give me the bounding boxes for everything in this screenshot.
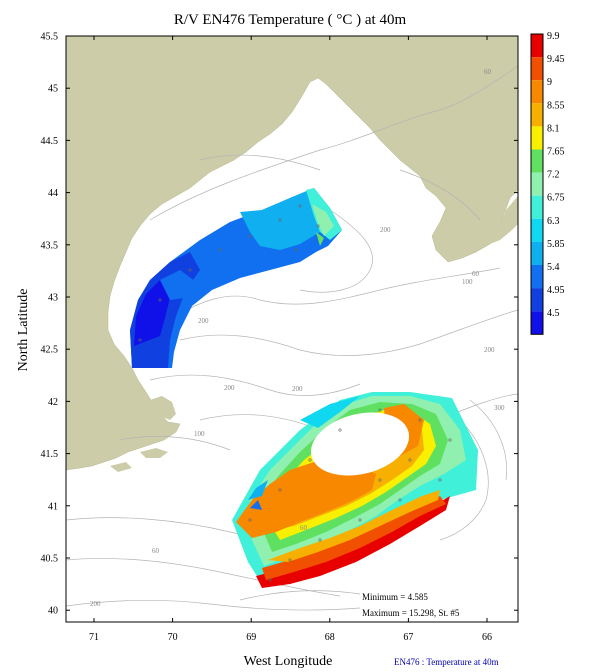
y-tick-label: 45.5 bbox=[41, 32, 59, 43]
y-tick-label: 43.5 bbox=[41, 240, 59, 251]
svg-text:60: 60 bbox=[472, 270, 480, 278]
y-tick-label: 44.5 bbox=[41, 136, 59, 147]
y-tick-label: 40.5 bbox=[41, 554, 59, 565]
colorbar-frame bbox=[530, 33, 544, 335]
x-axis-title: West Longitude bbox=[244, 654, 333, 669]
land-nova-scotia bbox=[490, 196, 518, 244]
colorbar-label: 9.45 bbox=[547, 54, 565, 65]
colorbar-swatch bbox=[531, 80, 543, 104]
y-tick-label: 42.5 bbox=[41, 345, 59, 356]
colorbar-swatch bbox=[531, 149, 543, 173]
colorbar-swatch bbox=[531, 57, 543, 81]
station-markers bbox=[138, 204, 452, 582]
land-mainland bbox=[66, 36, 518, 471]
colorbar-swatch bbox=[531, 126, 543, 150]
svg-text:100: 100 bbox=[194, 430, 205, 438]
plot-frame bbox=[65, 35, 519, 623]
x-tick-label: 66 bbox=[482, 632, 492, 643]
stats-maximum: Maximum = 15.298, St. #5 bbox=[362, 608, 460, 618]
svg-text:200: 200 bbox=[198, 317, 209, 325]
colorbar-label: 8.1 bbox=[547, 123, 560, 134]
svg-text:200: 200 bbox=[224, 384, 235, 392]
svg-text:200: 200 bbox=[292, 385, 303, 393]
svg-text:200: 200 bbox=[90, 600, 101, 608]
gulf-of-maine-field bbox=[130, 188, 342, 368]
colorbar-swatch bbox=[531, 288, 543, 312]
svg-text:100: 100 bbox=[462, 278, 473, 286]
colorbar-swatch bbox=[531, 195, 543, 219]
colorbar-label: 7.2 bbox=[547, 170, 560, 181]
colorbar-swatch bbox=[531, 265, 543, 289]
svg-text:60: 60 bbox=[152, 547, 160, 555]
colorbar-swatch bbox=[531, 311, 543, 335]
colorbar-swatch bbox=[531, 241, 543, 265]
y-axis-title: North Latitude bbox=[16, 289, 31, 372]
colorbar-label: 7.65 bbox=[547, 147, 565, 158]
credit-text: EN476 : Temperature at 40m bbox=[394, 657, 499, 667]
colorbar-swatch bbox=[531, 103, 543, 127]
svg-text:300: 300 bbox=[494, 404, 505, 412]
y-tick-label: 41 bbox=[48, 501, 58, 512]
colorbar-swatch bbox=[531, 172, 543, 196]
svg-text:60: 60 bbox=[484, 68, 492, 76]
y-tick-label: 44 bbox=[48, 188, 58, 199]
svg-text:200: 200 bbox=[380, 226, 391, 234]
y-tick-label: 43 bbox=[48, 293, 58, 304]
map-title: R/V EN476 Temperature ( °C ) at 40m bbox=[174, 12, 407, 28]
y-tick-label: 42 bbox=[48, 397, 58, 408]
land-islands bbox=[110, 448, 168, 472]
x-tick-label: 70 bbox=[168, 632, 178, 643]
x-tick-label: 69 bbox=[246, 632, 256, 643]
x-tick-label: 68 bbox=[325, 632, 335, 643]
y-tick-label: 41.5 bbox=[41, 449, 59, 460]
x-tick-label: 67 bbox=[403, 632, 413, 643]
y-tick-label: 45 bbox=[48, 84, 58, 95]
x-tick-label: 71 bbox=[89, 632, 99, 643]
svg-text:60: 60 bbox=[300, 524, 308, 532]
colorbar-label: 9.9 bbox=[547, 31, 560, 42]
georges-bank-field bbox=[232, 392, 478, 588]
stats-minimum: Minimum = 4.585 bbox=[362, 592, 428, 602]
colorbar-label: 8.55 bbox=[547, 100, 565, 111]
svg-text:200: 200 bbox=[484, 346, 495, 354]
colorbar-swatch bbox=[531, 34, 543, 58]
colorbar-swatch bbox=[531, 218, 543, 242]
colorbar-label: 5.4 bbox=[547, 262, 560, 273]
y-axis: 45.5 45 44.5 44 43.5 43 42.5 42 41.5 41 40.5 40 bbox=[41, 32, 518, 617]
colorbar: 9.9 9.45 9 8.55 8.1 7.65 7.2 6.75 6.3 5.85 5.4 4.95… bbox=[530, 31, 565, 335]
colorbar-label: 9 bbox=[547, 77, 552, 88]
bathymetry-contours bbox=[66, 65, 518, 611]
y-tick-label: 40 bbox=[48, 606, 58, 617]
colorbar-label: 5.85 bbox=[547, 239, 565, 250]
colorbar-label: 6.75 bbox=[547, 193, 565, 204]
x-axis: 71 70 69 68 67 66 bbox=[89, 36, 492, 643]
colorbar-label: 4.5 bbox=[547, 308, 560, 319]
land-cape-cod bbox=[150, 396, 176, 420]
colorbar-label: 6.3 bbox=[547, 216, 560, 227]
colorbar-label: 4.95 bbox=[547, 285, 565, 296]
contour-labels: 60 200 200 200 200 100 60 100 200 300 60… bbox=[90, 68, 505, 608]
